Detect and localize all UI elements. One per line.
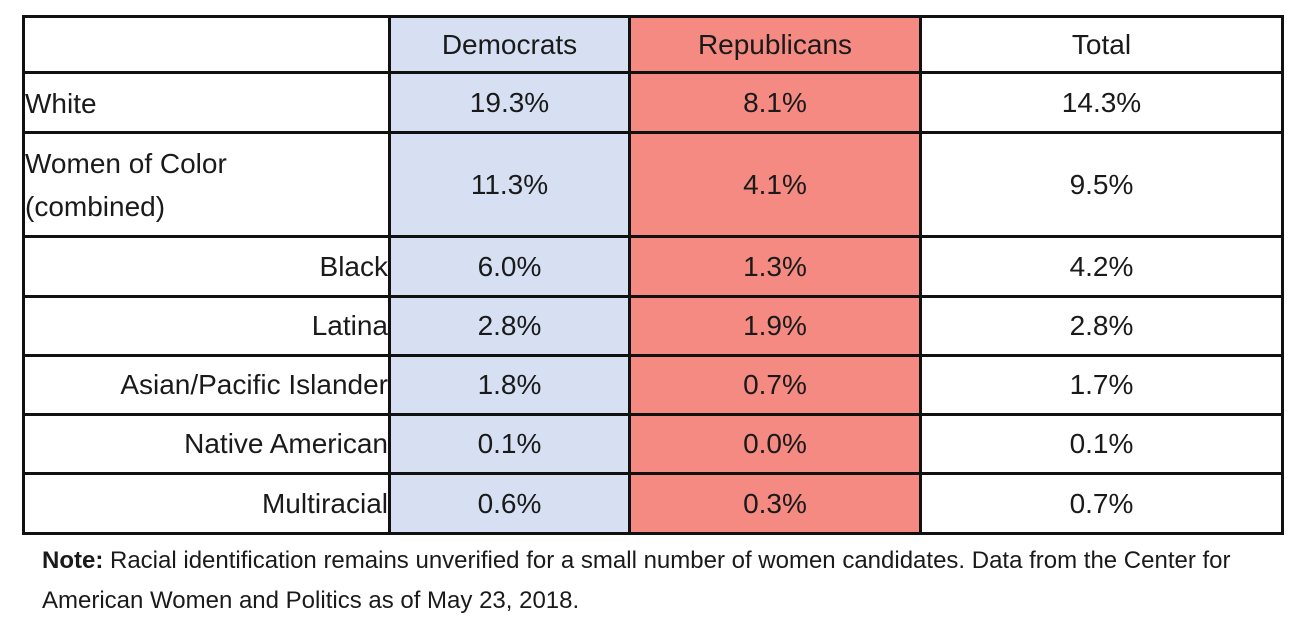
footnote-label: Note:: [42, 547, 104, 574]
table-row-native-american: Native American 0.1% 0.0% 0.1%: [22, 413, 1284, 475]
race-breakdown-table: Democrats Republicans Total White 19.3% …: [22, 15, 1284, 535]
cell-republicans-latina: 1.9%: [628, 295, 922, 357]
cell-total-asian-pacific-islander: 1.7%: [919, 354, 1284, 416]
table-row-asian-pacific-islander: Asian/Pacific Islander 1.8% 0.7% 1.7%: [22, 354, 1284, 416]
table-row-latina: Latina 2.8% 1.9% 2.8%: [22, 295, 1284, 357]
cell-democrats-white: 19.3%: [388, 71, 631, 134]
cell-total-native-american: 0.1%: [919, 413, 1284, 475]
cell-total-latina: 2.8%: [919, 295, 1284, 357]
cell-total-multiracial: 0.7%: [919, 472, 1284, 535]
cell-total-black: 4.2%: [919, 235, 1284, 298]
row-label-asian-pacific-islander: Asian/Pacific Islander: [22, 354, 391, 416]
row-label-multiracial: Multiracial: [22, 472, 391, 535]
cell-democrats-latina: 2.8%: [388, 295, 631, 357]
footnote: Note: Racial identification remains unve…: [42, 541, 1272, 621]
row-label-women-of-color: Women of Color (combined): [22, 131, 391, 238]
footnote-text: Racial identification remains unverified…: [42, 547, 1231, 614]
cell-democrats-black: 6.0%: [388, 235, 631, 298]
cell-republicans-multiracial: 0.3%: [628, 472, 922, 535]
header-democrats: Democrats: [388, 15, 631, 74]
cell-republicans-black: 1.3%: [628, 235, 922, 298]
row-label-line1: Women of Color: [25, 148, 227, 179]
cell-total-women-of-color: 9.5%: [919, 131, 1284, 238]
header-republicans: Republicans: [628, 15, 922, 74]
cell-republicans-women-of-color: 4.1%: [628, 131, 922, 238]
table-header-row: Democrats Republicans Total: [22, 15, 1284, 74]
cell-republicans-native-american: 0.0%: [628, 413, 922, 475]
cell-democrats-women-of-color: 11.3%: [388, 131, 631, 238]
cell-democrats-native-american: 0.1%: [388, 413, 631, 475]
header-total: Total: [919, 15, 1284, 74]
header-label-cell: [22, 15, 391, 74]
table-row-black: Black 6.0% 1.3% 4.2%: [22, 235, 1284, 298]
row-label-white: White: [22, 71, 391, 134]
table-row-women-of-color: Women of Color (combined) 11.3% 4.1% 9.5…: [22, 131, 1284, 238]
row-label-line2: (combined): [25, 191, 166, 222]
data-table-container: Democrats Republicans Total White 19.3% …: [22, 15, 1284, 535]
table-row-multiracial: Multiracial 0.6% 0.3% 0.7%: [22, 472, 1284, 535]
table-row-white: White 19.3% 8.1% 14.3%: [22, 71, 1284, 134]
cell-republicans-white: 8.1%: [628, 71, 922, 134]
cell-democrats-multiracial: 0.6%: [388, 472, 631, 535]
row-label-latina: Latina: [22, 295, 391, 357]
cell-republicans-asian-pacific-islander: 0.7%: [628, 354, 922, 416]
cell-total-white: 14.3%: [919, 71, 1284, 134]
row-label-black: Black: [22, 235, 391, 298]
cell-democrats-asian-pacific-islander: 1.8%: [388, 354, 631, 416]
row-label-native-american: Native American: [22, 413, 391, 475]
